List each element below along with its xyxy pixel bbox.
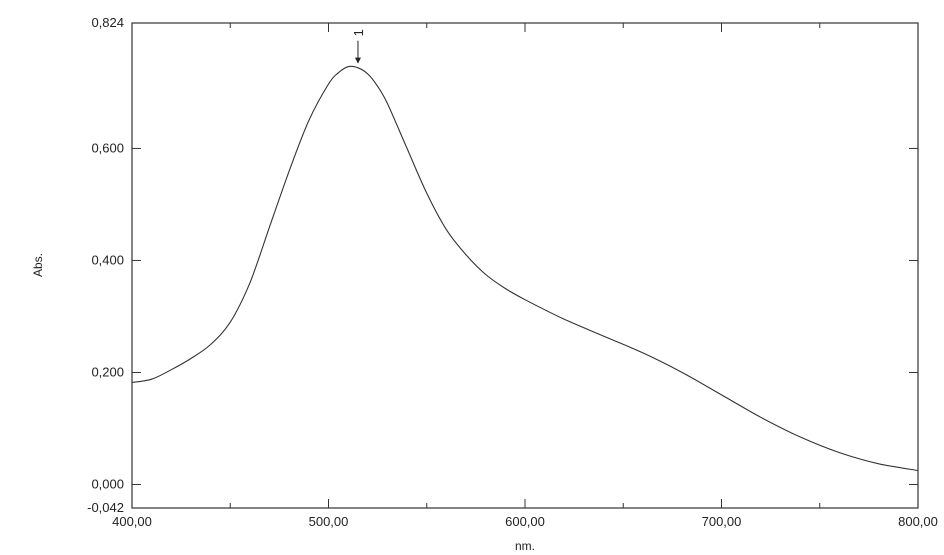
y-tick-label: 0,600 [91,140,124,155]
x-tick-label: 400,00 [112,514,152,529]
x-tick-label: 500,00 [309,514,349,529]
y-tick-label: 0,200 [91,364,124,379]
x-tick-label: 700,00 [702,514,742,529]
x-tick-label: 800,00 [898,514,938,529]
y-axis-label: Abs. [31,253,45,277]
series-layer [131,65,919,472]
series-line [131,65,919,472]
annotation-layer: 1 [351,29,366,64]
peak-marker-arrow [354,57,361,64]
y-tick-label: -0,042 [87,500,124,515]
y-tick-label: 0,000 [91,476,124,491]
y-tick-label: 0,400 [91,252,124,267]
x-axis-label: nm. [515,539,535,553]
peak-label: 1 [351,29,366,36]
x-tick-label: 600,00 [505,514,545,529]
y-tick-label: 0,824 [91,15,124,30]
